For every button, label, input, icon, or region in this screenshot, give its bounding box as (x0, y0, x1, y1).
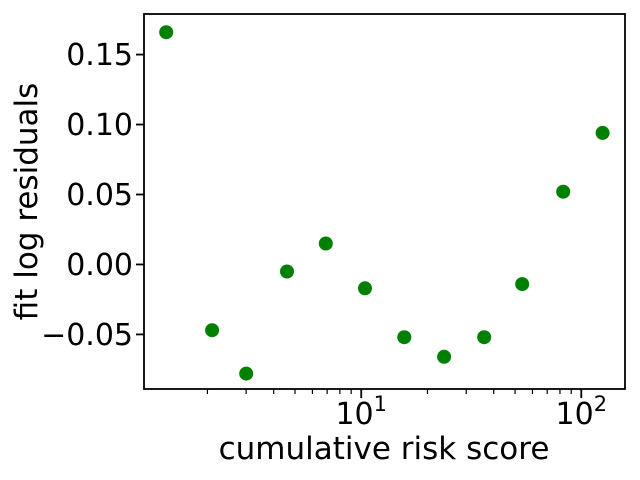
data-point (437, 349, 452, 364)
data-point (280, 264, 294, 279)
y-tick-label: 0.00 (66, 248, 133, 283)
plot-area (143, 13, 626, 390)
data-point (515, 277, 530, 292)
data-point (159, 25, 174, 40)
data-point (358, 281, 372, 296)
data-point (318, 236, 333, 251)
y-major-ticks (136, 53, 144, 336)
x-minor-ticks (206, 389, 572, 394)
x-axis-label: cumulative risk score (219, 431, 550, 467)
y-tick-label: 0.05 (66, 178, 133, 213)
y-tick-label: −0.05 (41, 318, 133, 353)
x-tick-labels: 101 102 (335, 392, 607, 432)
x-major-ticks (360, 389, 583, 398)
data-point (239, 366, 254, 381)
y-tick-label: 0.15 (66, 38, 133, 73)
data-point (595, 125, 610, 140)
y-axis-label: fit log residuals (9, 83, 45, 321)
data-point (556, 184, 571, 199)
y-tick-labels: 0.15 0.10 0.05 0.00 −0.05 (41, 38, 133, 353)
data-point (397, 330, 412, 345)
x-tick-label: 102 (556, 392, 608, 432)
data-point (205, 323, 220, 338)
data-point-series (159, 25, 610, 381)
y-tick-label: 0.10 (66, 108, 133, 143)
x-tick-label: 101 (335, 392, 387, 432)
data-point (477, 330, 492, 345)
